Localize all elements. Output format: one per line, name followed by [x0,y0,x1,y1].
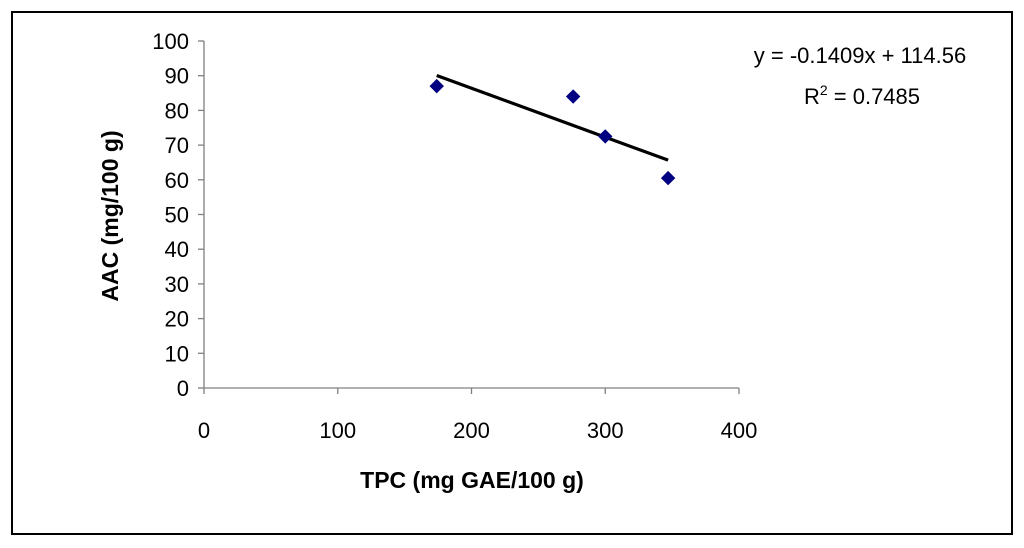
y-tick-label: 60 [165,168,189,193]
x-tick-label: 300 [587,418,624,443]
y-tick-label: 10 [165,341,189,366]
data-point [598,129,613,144]
r-squared-superscript: 2 [820,82,828,98]
y-tick-label: 30 [165,272,189,297]
data-point [660,170,676,186]
trendline-equation: y = -0.1409x + 114.56 [754,43,966,68]
data-points [429,78,676,186]
x-ticks: 0 100 200 300 400 [198,388,757,443]
y-tick-label: 20 [165,307,189,332]
y-tick-label: 80 [165,98,189,123]
chart-frame [11,11,1013,535]
x-tick-label: 100 [319,418,356,443]
y-tick-label: 100 [152,29,189,54]
x-axis-title: TPC (mg GAE/100 g) [360,467,584,493]
trendline-group [436,74,669,162]
y-tick-label: 90 [165,64,189,89]
y-axis-title: AAC (mg/100 g) [97,130,123,301]
r-squared-prefix: R [804,84,820,109]
x-tick-label: 400 [721,418,758,443]
y-tick-label: 70 [165,133,189,158]
y-tick-label: 0 [177,376,189,401]
axes [203,41,739,389]
x-tick-label: 0 [198,418,210,443]
data-point [565,89,581,104]
y-ticks: 0 10 20 30 40 50 60 70 80 90 100 [152,29,204,401]
r-squared-label: R2 = 0.7485 [804,82,920,109]
y-tick-label: 40 [165,237,189,262]
r-squared-value: = 0.7485 [828,84,920,109]
data-point [429,78,444,94]
trendline [436,74,669,162]
x-tick-label: 200 [453,418,490,443]
y-tick-label: 50 [165,203,189,228]
